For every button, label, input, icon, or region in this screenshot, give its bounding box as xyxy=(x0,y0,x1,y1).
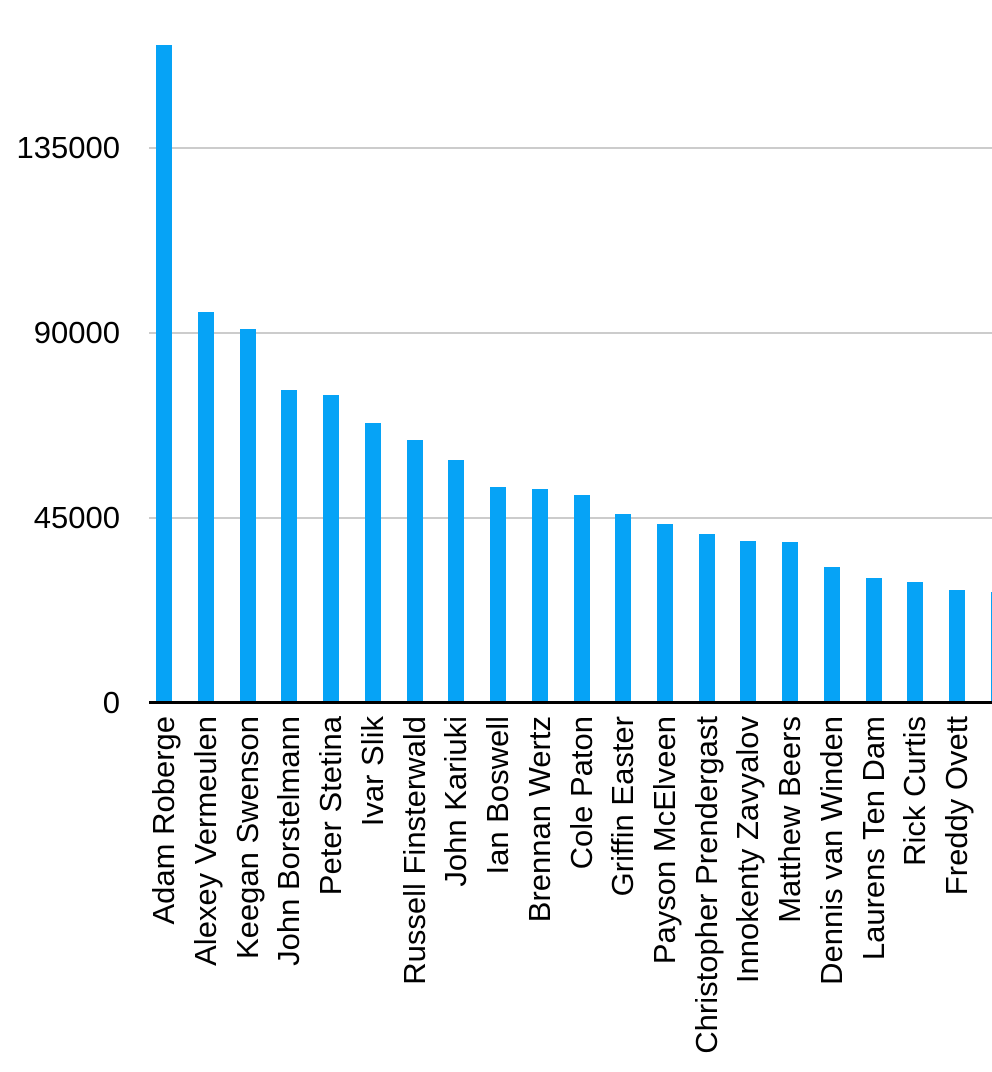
bar-Cole Paton xyxy=(573,495,590,703)
x-label-freddy-ovett: Freddy Ovett xyxy=(939,716,975,896)
bar-Alexey Vermeulen xyxy=(197,312,214,703)
bar-Laurens Ten Dam xyxy=(865,577,882,703)
bar-Russell Finsterwald xyxy=(406,439,423,703)
bar-Ivar Slik xyxy=(364,423,381,703)
x-label-christopher-prendergast: Christopher Prendergast xyxy=(688,716,724,1054)
bar-Christopher Prendergast xyxy=(698,534,715,703)
bar-Keegan Swenson xyxy=(239,328,256,703)
bar-Payson McElveen xyxy=(656,524,673,703)
bar-Griffin Easter xyxy=(615,513,632,703)
gridline-90000 xyxy=(149,331,992,334)
bar-Rick Curtis xyxy=(907,582,924,703)
x-label-keegan-swenson: Keegan Swenson xyxy=(229,716,265,960)
gridline-45000 xyxy=(149,516,992,519)
y-tick-label-135000: 135000 xyxy=(16,129,120,165)
x-label-griffin-easter: Griffin Easter xyxy=(605,716,641,897)
y-tick-label-90000: 90000 xyxy=(33,314,120,350)
x-label-alexey-vermeulen: Alexey Vermeulen xyxy=(187,716,223,966)
y-tick-label-45000: 45000 xyxy=(33,499,120,535)
x-axis-line xyxy=(149,701,992,704)
x-label-russell-finsterwald: Russell Finsterwald xyxy=(396,716,432,985)
bar-Ian Boswell xyxy=(490,487,507,703)
bar-Matthew Beers xyxy=(782,541,799,703)
bar-Brennan Wertz xyxy=(531,489,548,703)
y-tick-label-0: 0 xyxy=(102,685,120,720)
x-label-dennis-van-winden: Dennis van Winden xyxy=(813,716,849,985)
bar-Freddy Ovett xyxy=(949,589,966,703)
bar-Innokenty Zavyalov xyxy=(740,540,757,703)
x-label-cole-paton: Cole Paton xyxy=(563,716,599,870)
gridline-135000 xyxy=(149,146,992,149)
bar-Peter Stetina xyxy=(323,394,340,703)
x-label-innokenty-zavyalov: Innokenty Zavyalov xyxy=(730,716,766,984)
bar-Adam Roberge xyxy=(156,44,173,703)
x-label-john-kariuki: John Kariuki xyxy=(438,716,474,887)
x-label-adam-roberge: Adam Roberge xyxy=(146,716,182,925)
x-label-laurens-ten-dam: Laurens Ten Dam xyxy=(855,716,891,961)
x-label-john-borstelmann: John Borstelmann xyxy=(271,716,307,966)
x-label-ian-boswell: Ian Boswell xyxy=(480,716,516,875)
bar-Dennis van Winden xyxy=(823,567,840,703)
x-label-brennan-wertz: Brennan Wertz xyxy=(521,716,557,923)
bar-John Kariuki xyxy=(448,460,465,703)
x-label-matthew-beers: Matthew Beers xyxy=(772,716,808,923)
bar-John Borstelmann xyxy=(281,390,298,703)
bar-clipped xyxy=(990,591,992,703)
x-label-rick-curtis: Rick Curtis xyxy=(897,716,933,866)
x-label-peter-stetina: Peter Stetina xyxy=(313,716,349,896)
x-label-payson-mcelveen: Payson McElveen xyxy=(646,716,682,965)
x-label-ivar-slik: Ivar Slik xyxy=(354,716,390,827)
